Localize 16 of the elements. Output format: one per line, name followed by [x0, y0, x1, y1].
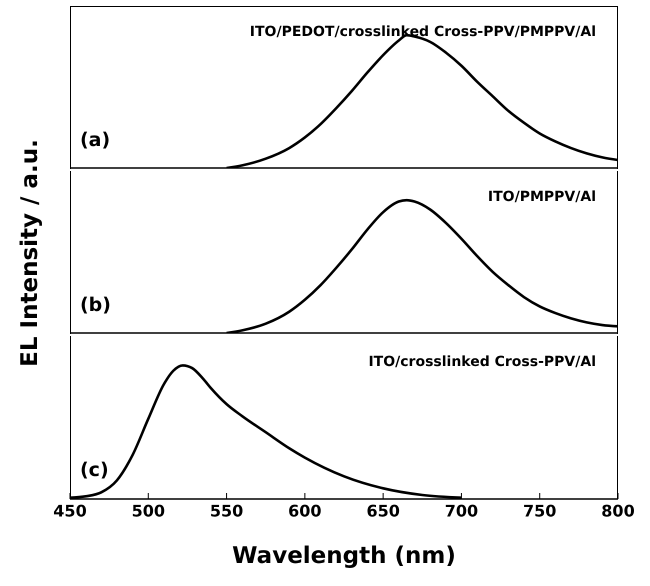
x-tick-label: 650	[366, 501, 400, 520]
annotation: ITO/crosslinked Cross-PPV/Al	[368, 354, 596, 370]
x-axis-title: Wavelength (nm)	[231, 543, 457, 569]
x-tick-label: 450	[53, 501, 87, 520]
annotation: (c)	[80, 459, 109, 481]
annotation: (b)	[80, 294, 111, 316]
x-tick-label: 800	[601, 501, 635, 520]
x-tick-label: 750	[523, 501, 556, 520]
x-tick-label: 500	[132, 501, 165, 520]
annotation: (a)	[80, 129, 110, 151]
annotation: ITO/PMPPV/Al	[488, 189, 596, 205]
y-axis-title: EL Intensity / a.u.	[17, 138, 43, 366]
x-tick-label: 550	[210, 501, 244, 520]
x-tick-label: 700	[444, 501, 478, 520]
annotation: ITO/PEDOT/crosslinked Cross-PPV/PMPPV/Al	[250, 24, 596, 40]
x-tick-label: 600	[288, 501, 322, 520]
